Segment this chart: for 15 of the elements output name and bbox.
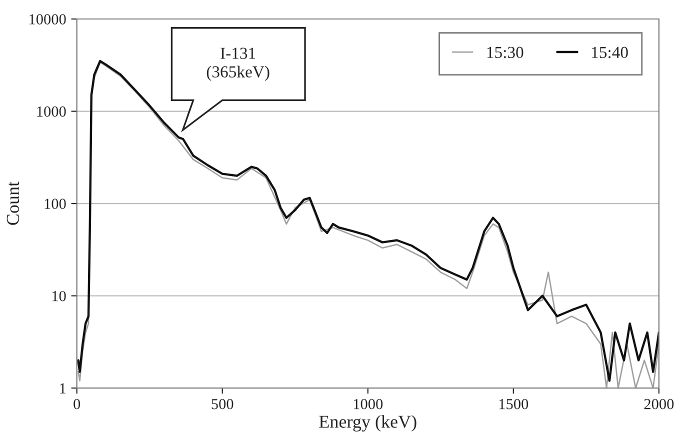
x-tick-label: 0: [74, 398, 80, 410]
x-tick-label: 1500: [499, 398, 528, 410]
y-tick-label: 10000: [30, 14, 66, 24]
x-tick-label: 1000: [354, 398, 383, 410]
x-axis-title: Energy (keV): [319, 415, 416, 432]
y-tick-label: 1: [60, 383, 66, 394]
y-axis-title: Count: [6, 182, 20, 225]
legend-label: 15:40: [592, 46, 628, 58]
x-tick-label: 500: [212, 398, 234, 410]
y-tick-label: 1000: [37, 106, 66, 117]
annotation: I-131 (365keV): [206, 48, 270, 81]
y-tick-label: 10: [52, 290, 66, 302]
x-tick-label: 2000: [644, 398, 674, 410]
y-tick-label: 100: [44, 198, 66, 209]
legend-label: 15:30: [487, 46, 524, 58]
